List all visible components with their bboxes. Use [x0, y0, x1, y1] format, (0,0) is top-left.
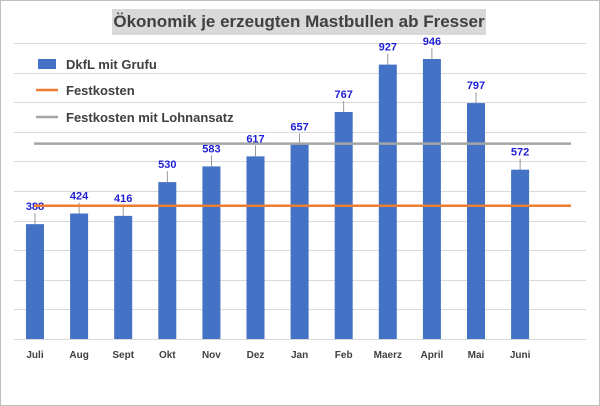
data-label: 416	[114, 193, 132, 205]
category-label: Juni	[510, 350, 531, 361]
category-label: Maerz	[374, 350, 402, 361]
data-label: 657	[290, 122, 308, 134]
category-label: April	[421, 350, 444, 361]
data-label: 617	[246, 133, 264, 145]
bar	[246, 156, 265, 339]
data-label: 583	[202, 143, 220, 155]
data-label: 767	[335, 89, 353, 101]
bar	[511, 169, 530, 339]
data-label: 927	[379, 42, 397, 54]
data-label: 530	[158, 159, 176, 171]
bar	[467, 103, 485, 339]
legend-label: DkfL mit Grufu	[66, 57, 157, 72]
bar	[334, 111, 353, 339]
category-label: Juli	[26, 350, 43, 361]
bar	[202, 166, 221, 339]
data-label: 797	[467, 80, 485, 92]
category-label: Feb	[335, 350, 353, 361]
legend-label: Festkosten	[66, 83, 135, 98]
data-label: 424	[70, 190, 89, 202]
category-label: Mai	[468, 350, 485, 361]
data-label: 946	[423, 36, 441, 48]
data-label: 388	[26, 201, 44, 213]
bar	[290, 144, 309, 339]
category-label: Jan	[291, 350, 308, 361]
legend-label: Festkosten mit Lohnansatz	[66, 110, 234, 125]
chart-title: Ökonomik je erzeugten Mastbullen ab Fres…	[112, 9, 486, 35]
category-label: Nov	[202, 350, 221, 361]
bar	[26, 224, 44, 339]
bar	[70, 213, 89, 339]
category-label: Sept	[112, 350, 134, 361]
category-label: Dez	[247, 350, 265, 361]
bar	[422, 58, 441, 339]
bar	[378, 64, 397, 339]
data-label: 572	[511, 147, 529, 159]
legend-swatch	[38, 59, 56, 69]
bar	[158, 182, 177, 339]
category-label: Okt	[159, 350, 176, 361]
bar	[114, 215, 133, 339]
category-label: Aug	[69, 350, 88, 361]
